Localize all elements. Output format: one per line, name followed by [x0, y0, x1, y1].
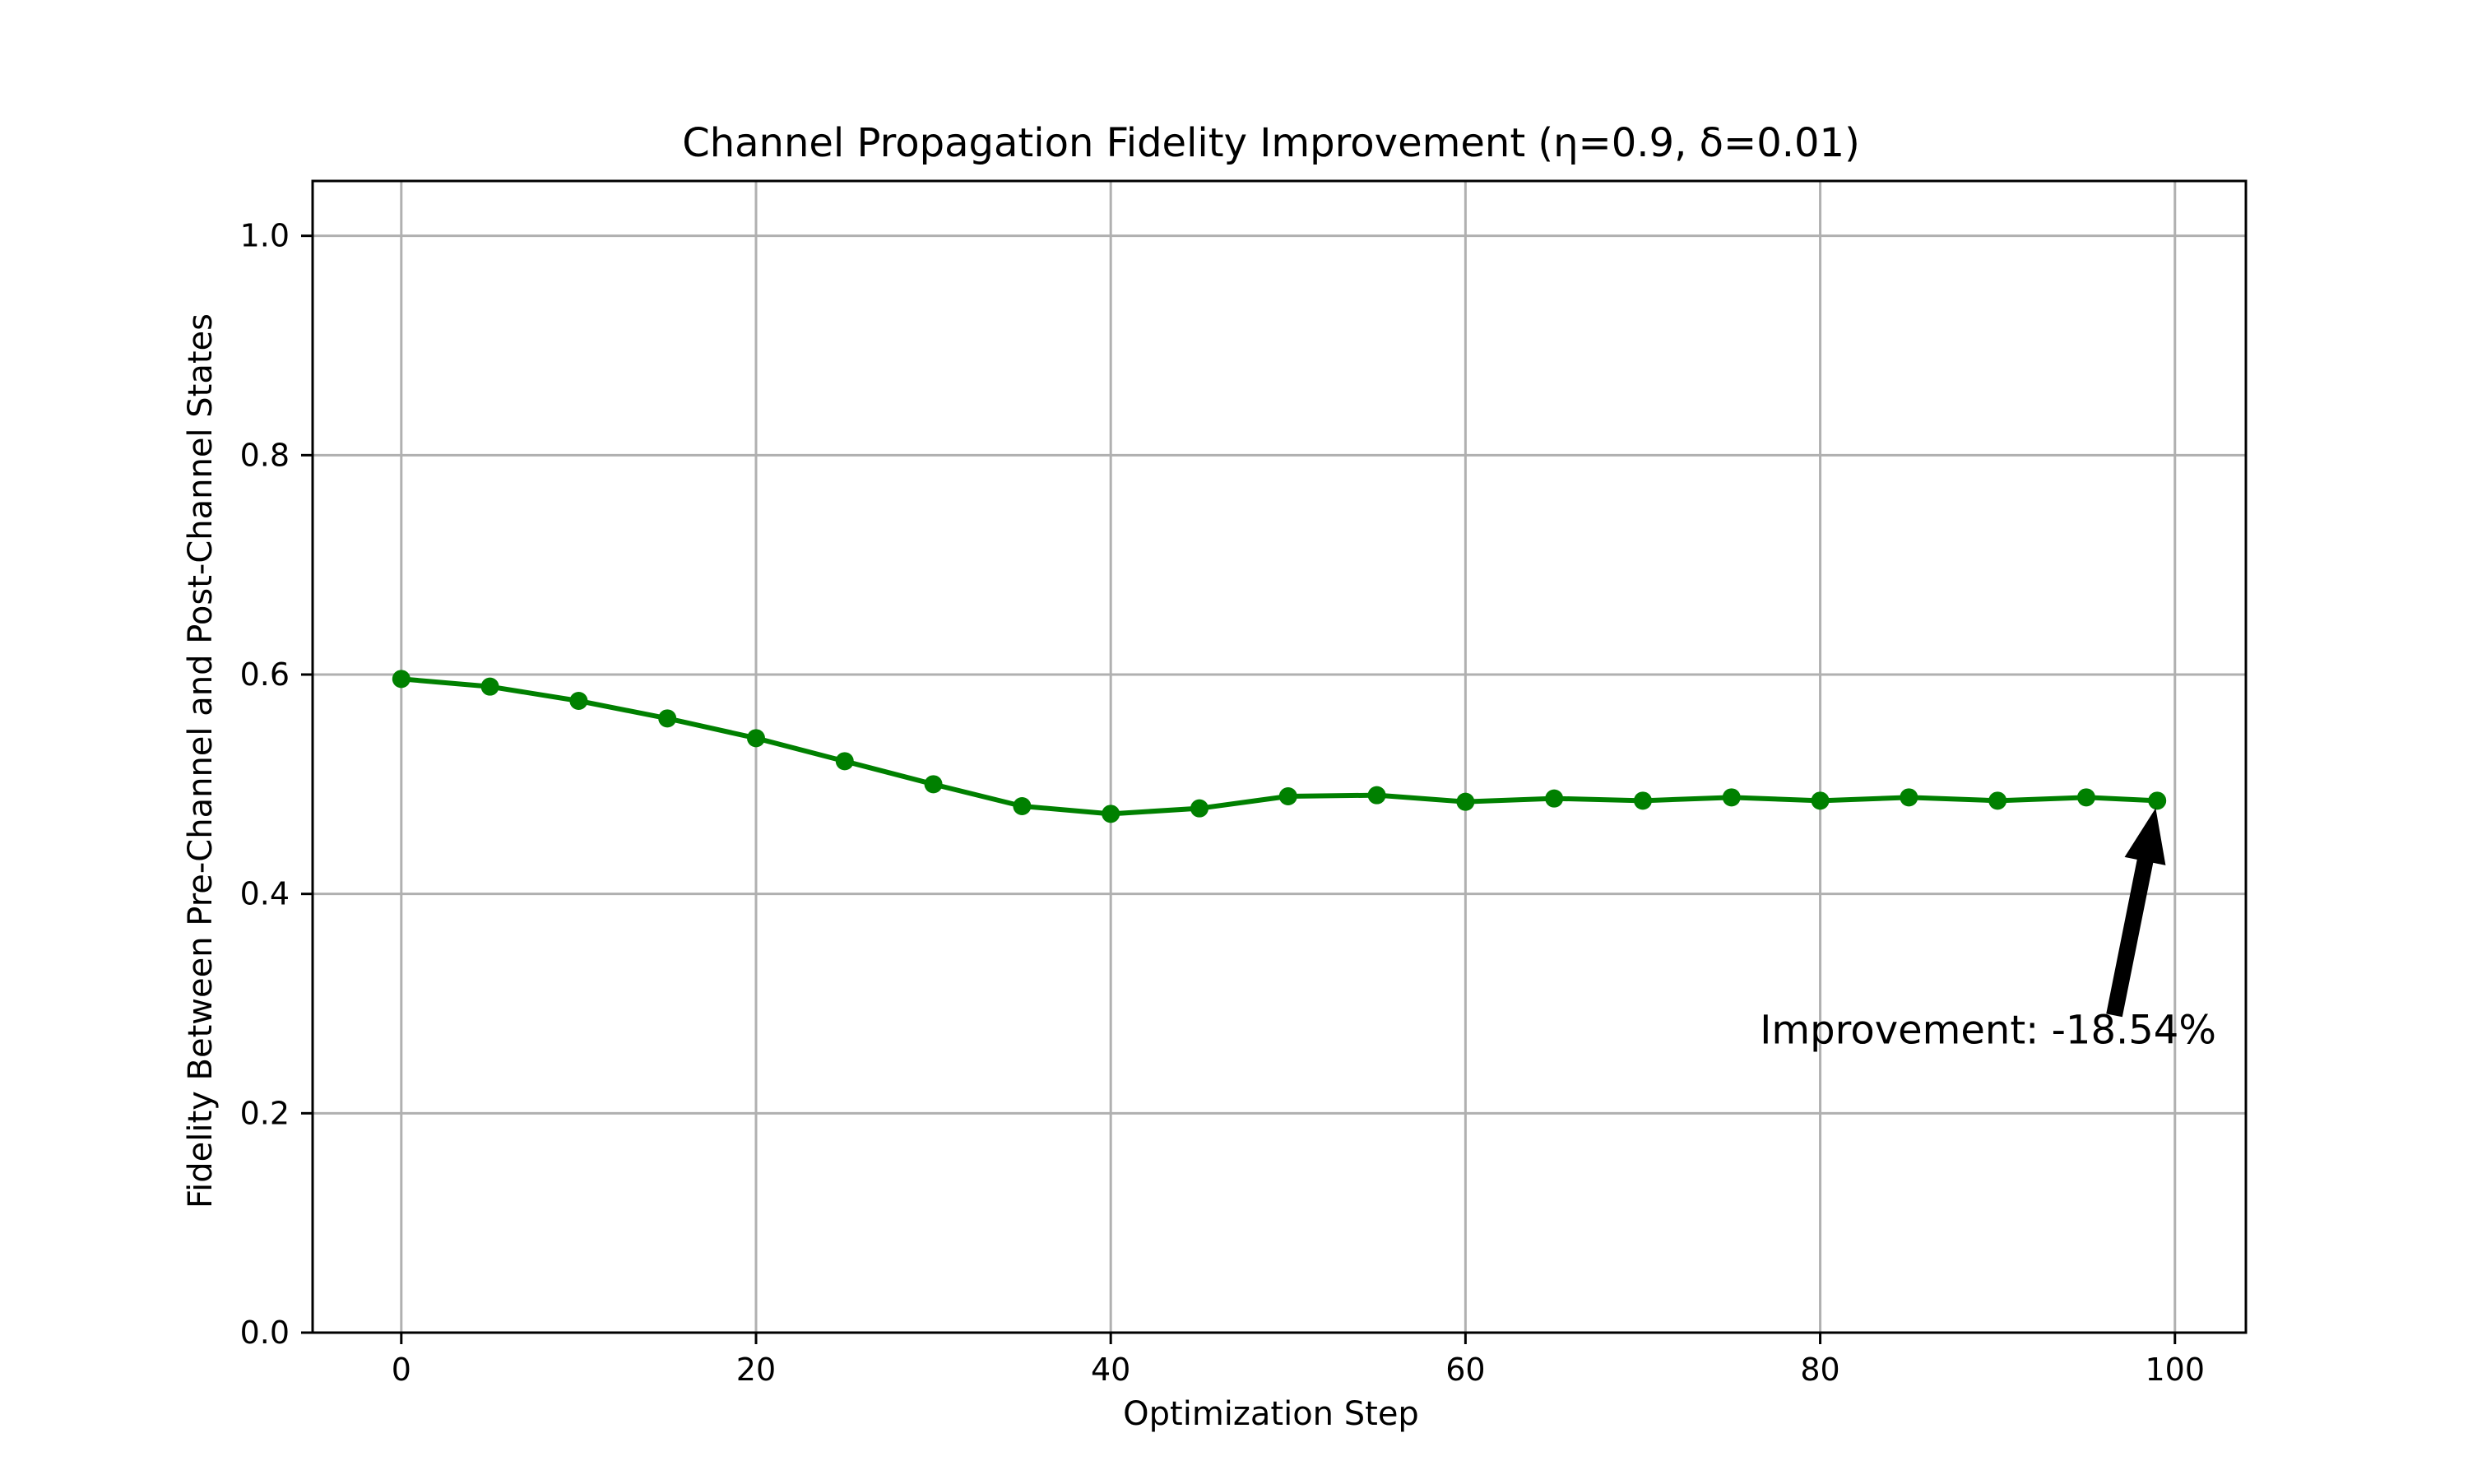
- x-tick-label: 60: [1445, 1352, 1485, 1388]
- annotation: Improvement: -18.54%: [1760, 808, 2216, 1054]
- data-point: [1633, 791, 1652, 810]
- data-point: [1102, 805, 1120, 823]
- annotation-arrow: [2106, 808, 2166, 1018]
- data-point: [1900, 788, 1918, 807]
- data-point: [1190, 799, 1208, 818]
- series-layer: [392, 670, 2167, 823]
- data-point: [1722, 788, 1741, 807]
- data-point: [569, 692, 588, 710]
- grid: [313, 181, 2246, 1334]
- x-tick-label: 20: [736, 1352, 776, 1388]
- data-point: [1013, 797, 1032, 815]
- y-tick-label: 0.4: [240, 876, 290, 912]
- data-point: [924, 775, 943, 794]
- plot-frame: [311, 179, 2248, 1334]
- data-point: [1811, 791, 1830, 810]
- series-line: [401, 676, 2158, 817]
- x-tick-label: 40: [1091, 1352, 1130, 1388]
- data-point: [2148, 791, 2167, 810]
- data-point: [1367, 786, 1386, 805]
- data-point: [1545, 789, 1564, 808]
- y-tick-label: 0.2: [240, 1095, 290, 1131]
- data-point: [1456, 792, 1475, 811]
- annotation-text: Improvement: -18.54%: [1760, 1008, 2216, 1054]
- data-point: [746, 729, 765, 748]
- x-tick-label: 100: [2145, 1352, 2205, 1388]
- x-axis-label: Optimization Step: [1123, 1395, 1419, 1433]
- y-tick-label: 1.0: [240, 218, 290, 254]
- data-point: [2076, 788, 2095, 807]
- data-point: [835, 752, 854, 771]
- x-tick-label: 80: [1800, 1352, 1839, 1388]
- data-point: [480, 677, 499, 696]
- y-tick-label: 0.0: [240, 1315, 290, 1351]
- data-point: [658, 709, 677, 728]
- y-tick-label: 0.8: [240, 437, 290, 473]
- data-point: [392, 670, 411, 689]
- y-axis-label: Fidelity Between Pre-Channel and Post-Ch…: [182, 313, 220, 1208]
- data-point: [1278, 787, 1297, 805]
- data-point: [1988, 791, 2007, 810]
- chart-title: Channel Propagation Fidelity Improvement…: [682, 120, 1860, 166]
- x-tick-label: 0: [392, 1352, 411, 1388]
- axes: 0 20 40 60 80 100 0.0 0.2 0.4 0.6 0.8 1.0: [240, 179, 2248, 1388]
- y-tick-label: 0.6: [240, 656, 290, 693]
